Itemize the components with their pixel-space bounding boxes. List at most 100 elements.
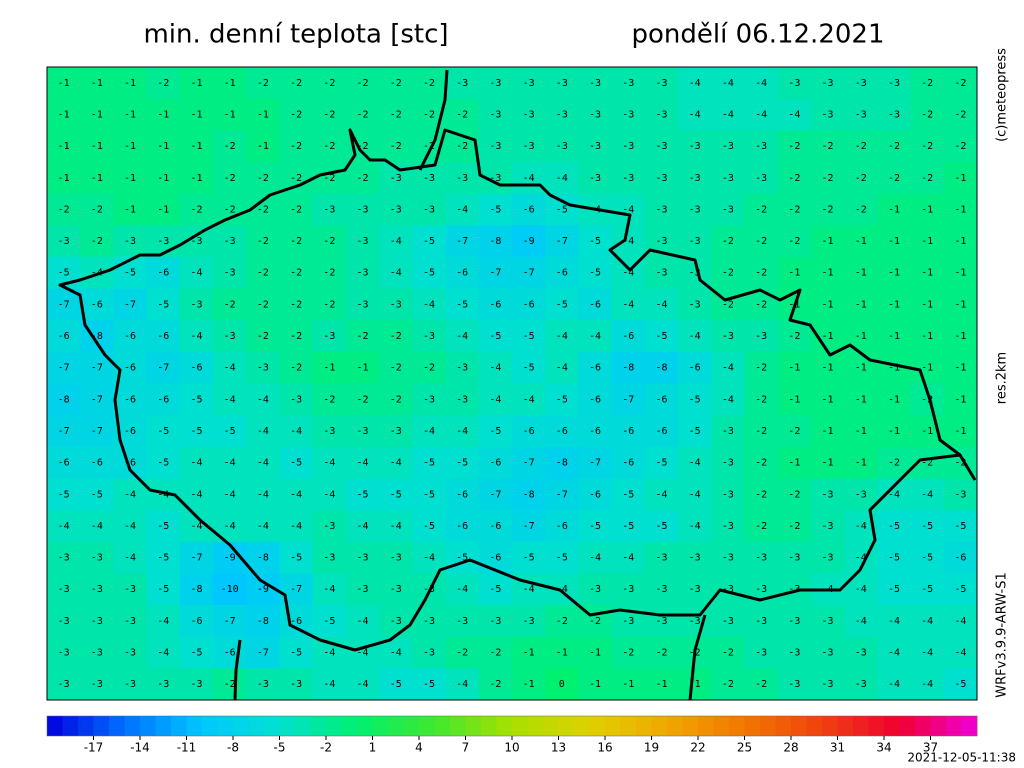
temp-cell [910, 161, 945, 195]
temp-value: -3 [655, 78, 667, 89]
temp-value: -7 [58, 299, 70, 310]
temp-value: -6 [157, 394, 169, 405]
temp-cell [47, 161, 81, 195]
temp-cell [179, 193, 214, 226]
temp-value: -3 [58, 236, 70, 247]
temp-value: -7 [91, 394, 103, 405]
temp-cell [80, 668, 114, 701]
temp-value: -3 [91, 648, 103, 659]
temp-value: -3 [589, 78, 601, 89]
temp-value: -3 [390, 299, 402, 310]
temp-value: -6 [556, 521, 568, 532]
temp-cell [445, 415, 480, 448]
temp-value: -2 [755, 521, 767, 532]
temp-value: -5 [58, 268, 70, 279]
temp-value: -3 [855, 648, 867, 659]
temp-cell [279, 193, 314, 226]
temp-value: -3 [390, 426, 402, 437]
temp-cell [810, 225, 845, 258]
temp-value: -3 [655, 584, 667, 595]
temp-value: -7 [523, 458, 535, 469]
temp-value: -5 [423, 268, 435, 279]
temp-cell [711, 383, 745, 416]
temp-cell [744, 446, 779, 479]
colorbar-cell [357, 716, 373, 736]
temp-value: -3 [456, 173, 468, 184]
temp-value: -4 [91, 521, 103, 532]
temp-value: -1 [157, 141, 169, 152]
temp-value: -6 [124, 394, 136, 405]
temp-value: -2 [822, 141, 834, 152]
temp-value: -2 [888, 141, 900, 152]
temp-cell [312, 320, 347, 353]
temp-value: -1 [589, 679, 601, 690]
temp-value: -1 [921, 204, 933, 215]
temp-cell [213, 67, 247, 100]
temp-value: -2 [921, 394, 933, 405]
temp-cell [345, 256, 380, 290]
temp-cell [744, 225, 779, 258]
temp-cell [146, 288, 181, 321]
temp-value: -1 [954, 236, 966, 247]
temp-value: -3 [689, 141, 701, 152]
temp-cell [744, 383, 779, 416]
temp-cell [777, 351, 812, 384]
colorbar-cell [186, 716, 203, 736]
temp-cell [47, 478, 81, 511]
temp-value: -2 [190, 204, 202, 215]
temp-value: -4 [622, 236, 634, 247]
temp-value: -5 [124, 268, 136, 279]
temp-value: -4 [224, 489, 236, 500]
temp-cell [478, 288, 513, 321]
temp-cell [611, 161, 646, 195]
temp-cell [943, 225, 978, 258]
temp-value: -2 [290, 78, 302, 89]
temp-value: -4 [921, 616, 933, 627]
temp-cell [844, 605, 878, 638]
temp-value: -4 [423, 426, 435, 437]
temp-value: -3 [655, 141, 667, 152]
temp-cell [445, 351, 480, 384]
temp-cell [179, 351, 214, 384]
temp-cell [644, 130, 679, 163]
temp-cell [179, 636, 214, 669]
temp-value: -5 [622, 489, 634, 500]
temp-value: -3 [689, 299, 701, 310]
temp-cell [445, 161, 480, 195]
temp-value: -1 [190, 141, 202, 152]
temp-cell [179, 98, 214, 131]
temp-cell [312, 415, 347, 448]
colorbar-cell [527, 716, 544, 736]
temp-value: -1 [954, 299, 966, 310]
colorbar-tick-label: -14 [130, 741, 150, 755]
temp-value: -2 [224, 141, 236, 152]
temp-cell [943, 130, 978, 163]
temp-cell [777, 541, 812, 574]
temp-cell [578, 478, 613, 511]
temp-cell [345, 193, 380, 226]
temp-value: -5 [423, 521, 435, 532]
temp-value: -1 [190, 173, 202, 184]
temp-value: -3 [523, 78, 535, 89]
temp-cell [512, 193, 546, 226]
temp-cell [777, 193, 812, 226]
temp-cell [279, 415, 314, 448]
temp-cell [545, 636, 579, 669]
temp-cell [644, 573, 679, 606]
temp-cell [445, 510, 480, 543]
temp-value: -5 [589, 268, 601, 279]
temp-value: -4 [954, 648, 966, 659]
temp-value: -4 [124, 521, 136, 532]
temp-value: -7 [523, 268, 535, 279]
temp-cell [545, 351, 579, 384]
temp-cell [611, 130, 646, 163]
temp-value: -5 [157, 426, 169, 437]
map-date: pondělí 06.12.2021 [632, 20, 885, 50]
temp-cell [611, 668, 646, 701]
temp-cell [877, 320, 912, 353]
temp-value: -7 [622, 394, 634, 405]
temp-cell [179, 383, 214, 416]
temp-value: -3 [855, 78, 867, 89]
temp-value: -2 [290, 299, 302, 310]
temp-cell [246, 510, 280, 543]
